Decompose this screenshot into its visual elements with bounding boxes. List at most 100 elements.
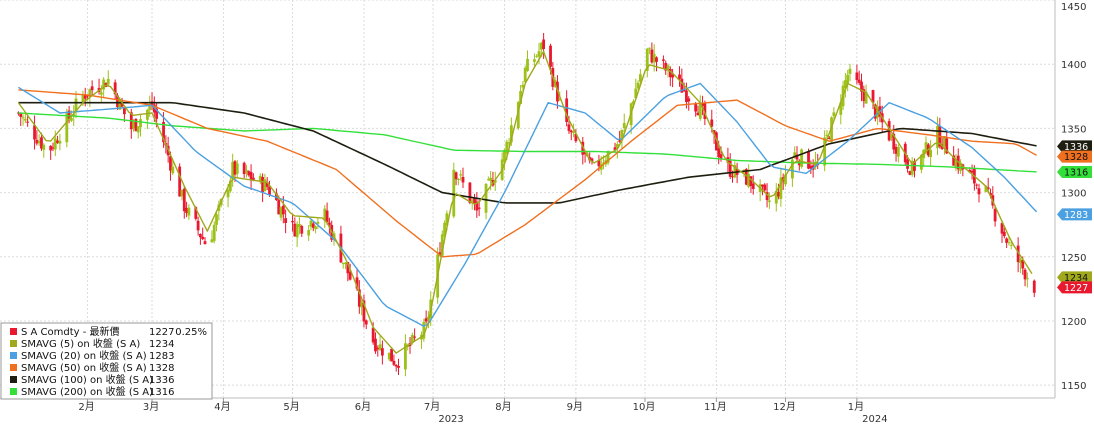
- candle-body: [413, 336, 417, 338]
- candle-body: [341, 262, 345, 265]
- candle-body: [655, 57, 658, 62]
- candle-body: [832, 112, 836, 117]
- last-value-tag-label: 1328: [1064, 152, 1088, 163]
- candle-body: [873, 104, 877, 119]
- legend-swatch: [10, 388, 17, 395]
- candle-body: [162, 122, 165, 143]
- candle-body: [597, 160, 601, 167]
- candle-body: [945, 138, 949, 154]
- candle-body: [307, 230, 311, 236]
- candle-body: [295, 224, 299, 238]
- candle-body: [215, 214, 218, 225]
- candle-body: [910, 160, 914, 175]
- y-tick-label: 1350: [1061, 124, 1086, 135]
- candle-body: [397, 365, 400, 368]
- candle-body: [477, 207, 481, 209]
- candle-body: [533, 59, 536, 62]
- legend-series-name: SMAVG (5) on 收盤 (S A): [21, 337, 140, 350]
- candle-body: [293, 223, 297, 237]
- candle-body: [139, 119, 142, 128]
- candle-body: [687, 98, 691, 102]
- candle-body: [26, 121, 30, 123]
- candle-body: [187, 207, 191, 216]
- candle-body: [846, 74, 850, 84]
- candle-body: [606, 150, 610, 163]
- legend-series-name: SMAVG (50) on 收盤 (S A): [21, 361, 147, 374]
- candle-body: [228, 180, 232, 192]
- candle-body: [823, 137, 827, 166]
- candle-body: [155, 108, 159, 119]
- candle-body: [371, 327, 375, 343]
- candle-body: [210, 239, 214, 243]
- candle-body: [277, 200, 281, 215]
- last-value-tag-label: 1234: [1064, 273, 1088, 284]
- candle-body: [890, 134, 893, 138]
- candle-body: [203, 241, 207, 245]
- candle-body: [542, 39, 546, 49]
- candle-body: [261, 176, 264, 193]
- candle-body: [719, 154, 723, 160]
- candle-body: [954, 159, 958, 169]
- candle-body: [251, 177, 255, 181]
- candle-body: [572, 131, 575, 133]
- candle-body: [503, 149, 506, 163]
- candle-body: [848, 68, 852, 74]
- candle-body: [761, 184, 764, 187]
- candle-body: [622, 123, 626, 129]
- candle-body: [919, 154, 923, 170]
- candle-body: [268, 186, 271, 195]
- candle-body: [281, 205, 285, 215]
- candle-body: [574, 133, 578, 142]
- candle-body: [696, 112, 700, 116]
- candle-body: [258, 175, 262, 182]
- candle-body: [650, 49, 654, 63]
- candle-body: [894, 146, 898, 154]
- candle-body: [666, 65, 670, 70]
- candle-body: [827, 137, 831, 139]
- candle-body: [864, 91, 868, 104]
- candle-body: [67, 110, 71, 119]
- candle-body: [943, 135, 946, 147]
- candle-body: [346, 262, 350, 274]
- candle-body: [33, 125, 36, 140]
- candle-body: [638, 74, 642, 82]
- candle-body: [896, 146, 900, 157]
- candle-body: [807, 151, 810, 169]
- candle-body: [468, 182, 472, 203]
- candle-body: [989, 192, 992, 196]
- candle-body: [284, 218, 288, 223]
- legend-series-name: SMAVG (20) on 收盤 (S A): [21, 349, 147, 362]
- ma-line: [17, 50, 1033, 354]
- candle-body: [226, 190, 230, 198]
- candle-body: [733, 165, 737, 178]
- x-tick-label: 9月: [567, 401, 583, 413]
- candle-body: [784, 174, 787, 185]
- candle-body: [136, 126, 140, 133]
- candle-body: [116, 95, 119, 107]
- candle-body: [744, 169, 748, 185]
- candle-body: [908, 171, 912, 175]
- candle-body: [194, 207, 198, 219]
- candle-body: [51, 147, 55, 149]
- y-tick-label: 1150: [1061, 381, 1086, 392]
- candle-body: [212, 224, 216, 241]
- candle-body: [984, 186, 988, 192]
- candle-body: [977, 188, 981, 195]
- candle-body: [662, 59, 665, 61]
- candle-body: [521, 84, 525, 88]
- candle-body: [90, 86, 94, 91]
- candle-body: [150, 101, 154, 107]
- last-value-tag-label: 1336: [1064, 142, 1088, 153]
- candle-body: [360, 302, 364, 308]
- candle-body: [424, 318, 428, 322]
- candle-body: [1023, 269, 1027, 280]
- candle-body: [749, 176, 753, 186]
- candle-body: [473, 197, 476, 204]
- last-value-tag: [1057, 140, 1092, 153]
- candle-body: [526, 58, 529, 71]
- candle-body: [456, 178, 460, 180]
- candle-body: [348, 271, 352, 280]
- candle-body: [265, 182, 269, 187]
